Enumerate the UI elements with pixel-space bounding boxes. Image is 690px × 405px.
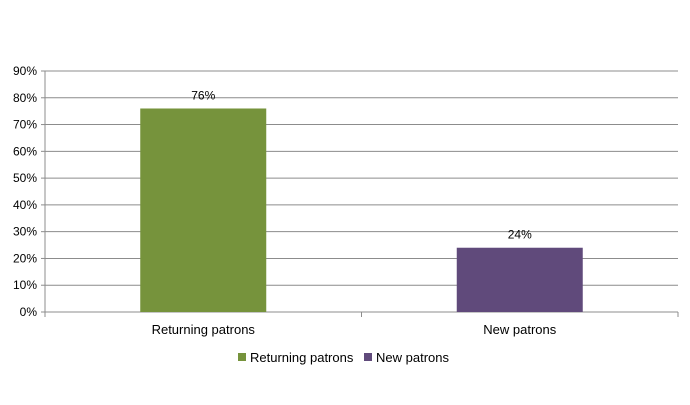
gridlines	[45, 70, 678, 286]
y-tick-label: 60%	[13, 144, 37, 158]
legend-label: New patrons	[376, 350, 449, 365]
legend-swatch	[364, 353, 372, 361]
y-tick-label: 0%	[20, 305, 38, 319]
y-tick-label: 30%	[13, 225, 37, 239]
y-tick-label: 40%	[13, 198, 37, 212]
legend-swatch	[238, 353, 246, 361]
bars	[140, 108, 583, 312]
legend-label: Returning patrons	[250, 350, 354, 365]
y-tick-label: 80%	[13, 91, 37, 105]
bar	[456, 247, 583, 312]
data-labels: 76% 24%	[191, 88, 532, 241]
axes: 0% 10% 20% 30% 40% 50% 60% 70% 80% 90% Returning p…	[13, 64, 679, 337]
x-category-label: Returning patrons	[152, 322, 256, 337]
bar	[140, 108, 267, 312]
y-tick-label: 10%	[13, 278, 37, 292]
bar-data-label: 76%	[191, 88, 215, 102]
y-tick-label: 90%	[13, 64, 37, 78]
y-tick-label: 50%	[13, 171, 37, 185]
legend: Returning patrons New patrons	[238, 350, 449, 365]
bar-data-label: 24%	[508, 228, 532, 242]
x-category-label: New patrons	[483, 322, 556, 337]
y-tick-label: 20%	[13, 251, 37, 265]
y-tick-label: 70%	[13, 118, 37, 132]
